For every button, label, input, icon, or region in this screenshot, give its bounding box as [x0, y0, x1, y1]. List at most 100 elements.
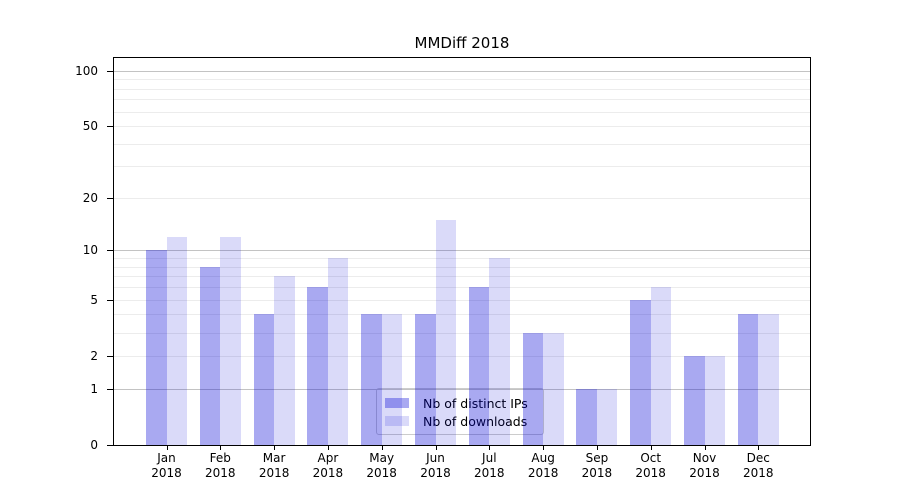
- x-tick-label: Apr 2018: [296, 451, 360, 481]
- x-tick-label-year: 2018: [581, 466, 613, 480]
- y-tick-mark: [107, 198, 113, 200]
- x-tick-label: May 2018: [350, 451, 414, 481]
- x-tick-label: Sep 2018: [565, 451, 629, 481]
- gridline-minor: [114, 126, 810, 128]
- bar-downloads: [596, 388, 618, 445]
- gridline-minor: [114, 355, 810, 357]
- x-tick-label: Dec 2018: [726, 451, 790, 481]
- bar-distinct-ips: [307, 287, 328, 445]
- x-tick-label: Aug 2018: [511, 451, 575, 481]
- bar-distinct-ips: [361, 314, 382, 445]
- x-tick-mark: [381, 445, 383, 450]
- bar-distinct-ips: [684, 355, 705, 445]
- gridline-minor: [114, 266, 810, 268]
- legend: Nb of distinct IPs Nb of downloads: [376, 388, 544, 435]
- x-tick-label-year: 2018: [474, 466, 505, 480]
- x-tick-label-year: 2018: [151, 466, 182, 480]
- bar-distinct-ips: [199, 266, 221, 445]
- chart-title: MMDiff 2018: [414, 34, 510, 52]
- gridline-minor: [114, 299, 810, 301]
- bar-distinct-ips: [522, 332, 544, 445]
- y-tick-mark: [107, 388, 113, 390]
- y-tick-label: 10: [82, 243, 98, 258]
- gridline-minor: [114, 276, 810, 278]
- x-tick-label: Oct 2018: [619, 451, 683, 481]
- y-tick-label: 20: [82, 191, 98, 206]
- x-tick-label-year: 2018: [312, 466, 344, 480]
- gridline-major: [114, 250, 810, 252]
- x-tick-label-year: 2018: [205, 466, 236, 480]
- x-tick-label-year: 2018: [366, 466, 397, 480]
- x-tick-mark: [274, 445, 276, 450]
- x-tick-mark: [596, 445, 598, 450]
- gridline-minor: [114, 111, 810, 113]
- bar-downloads: [704, 355, 725, 445]
- gridline-minor: [114, 166, 810, 168]
- gridline-minor: [114, 332, 810, 334]
- gridline-minor: [114, 287, 810, 289]
- x-tick-mark: [758, 445, 760, 450]
- bar-downloads: [543, 332, 564, 445]
- x-tick-label: Nov 2018: [673, 451, 737, 481]
- x-tick-label-year: 2018: [689, 466, 720, 480]
- legend-item: Nb of downloads: [385, 413, 535, 430]
- x-tick-mark: [704, 445, 706, 450]
- bar-downloads: [758, 314, 779, 445]
- y-tick-mark: [107, 299, 113, 301]
- x-tick-label: Jul 2018: [457, 451, 521, 481]
- bar-distinct-ips: [468, 287, 490, 445]
- y-tick-mark: [107, 355, 113, 357]
- gridline-major: [114, 388, 810, 390]
- bar-distinct-ips: [415, 314, 436, 445]
- x-tick-mark: [543, 445, 545, 450]
- gridline-minor: [114, 198, 810, 200]
- x-tick-label-year: 2018: [527, 466, 559, 480]
- bar-distinct-ips: [576, 388, 597, 445]
- y-tick-label: 1: [90, 381, 98, 396]
- plot-area: Nb of distinct IPs Nb of downloads: [113, 57, 811, 446]
- y-tick-mark: [107, 70, 113, 72]
- legend-swatch-downloads: [385, 416, 409, 426]
- bar-distinct-ips: [146, 250, 167, 445]
- legend-label: Nb of distinct IPs: [423, 395, 528, 411]
- x-tick-label-year: 2018: [635, 466, 666, 480]
- x-tick-mark: [220, 445, 222, 450]
- bar-downloads: [381, 314, 403, 445]
- bar-distinct-ips: [253, 314, 275, 445]
- gridline-major: [114, 70, 810, 72]
- gridline-minor: [114, 143, 810, 145]
- bar-distinct-ips: [630, 299, 651, 445]
- y-tick-mark: [107, 445, 113, 446]
- bar-downloads: [489, 258, 510, 445]
- y-tick-mark: [107, 126, 113, 128]
- y-tick-label: 50: [82, 119, 98, 134]
- gridline-minor: [114, 314, 810, 316]
- x-tick-label: Feb 2018: [188, 451, 252, 481]
- x-tick-mark: [435, 445, 437, 450]
- y-tick-label: 5: [90, 292, 98, 307]
- legend-swatch-distinct-ips: [385, 398, 409, 408]
- y-tick-label: 2: [90, 348, 98, 363]
- gridline-minor: [114, 99, 810, 101]
- x-tick-mark: [327, 445, 329, 450]
- bar-downloads: [220, 236, 241, 445]
- gridline-minor: [114, 258, 810, 260]
- x-tick-label-year: 2018: [258, 466, 290, 480]
- gridline-minor: [114, 88, 810, 90]
- bar-downloads: [650, 287, 672, 445]
- legend-label: Nb of downloads: [423, 413, 528, 429]
- x-tick-mark: [650, 445, 652, 450]
- bar-downloads: [274, 276, 295, 445]
- x-tick-label: Jan 2018: [135, 451, 199, 481]
- x-tick-label-year: 2018: [420, 466, 451, 480]
- bar-downloads: [327, 258, 349, 445]
- x-tick-mark: [166, 445, 168, 450]
- x-tick-mark: [489, 445, 491, 450]
- y-tick-mark: [107, 250, 113, 252]
- x-tick-label: Mar 2018: [242, 451, 306, 481]
- y-tick-label: 100: [75, 63, 98, 78]
- x-tick-label-year: 2018: [743, 466, 774, 480]
- bar-distinct-ips: [737, 314, 759, 445]
- legend-item: Nb of distinct IPs: [385, 395, 535, 412]
